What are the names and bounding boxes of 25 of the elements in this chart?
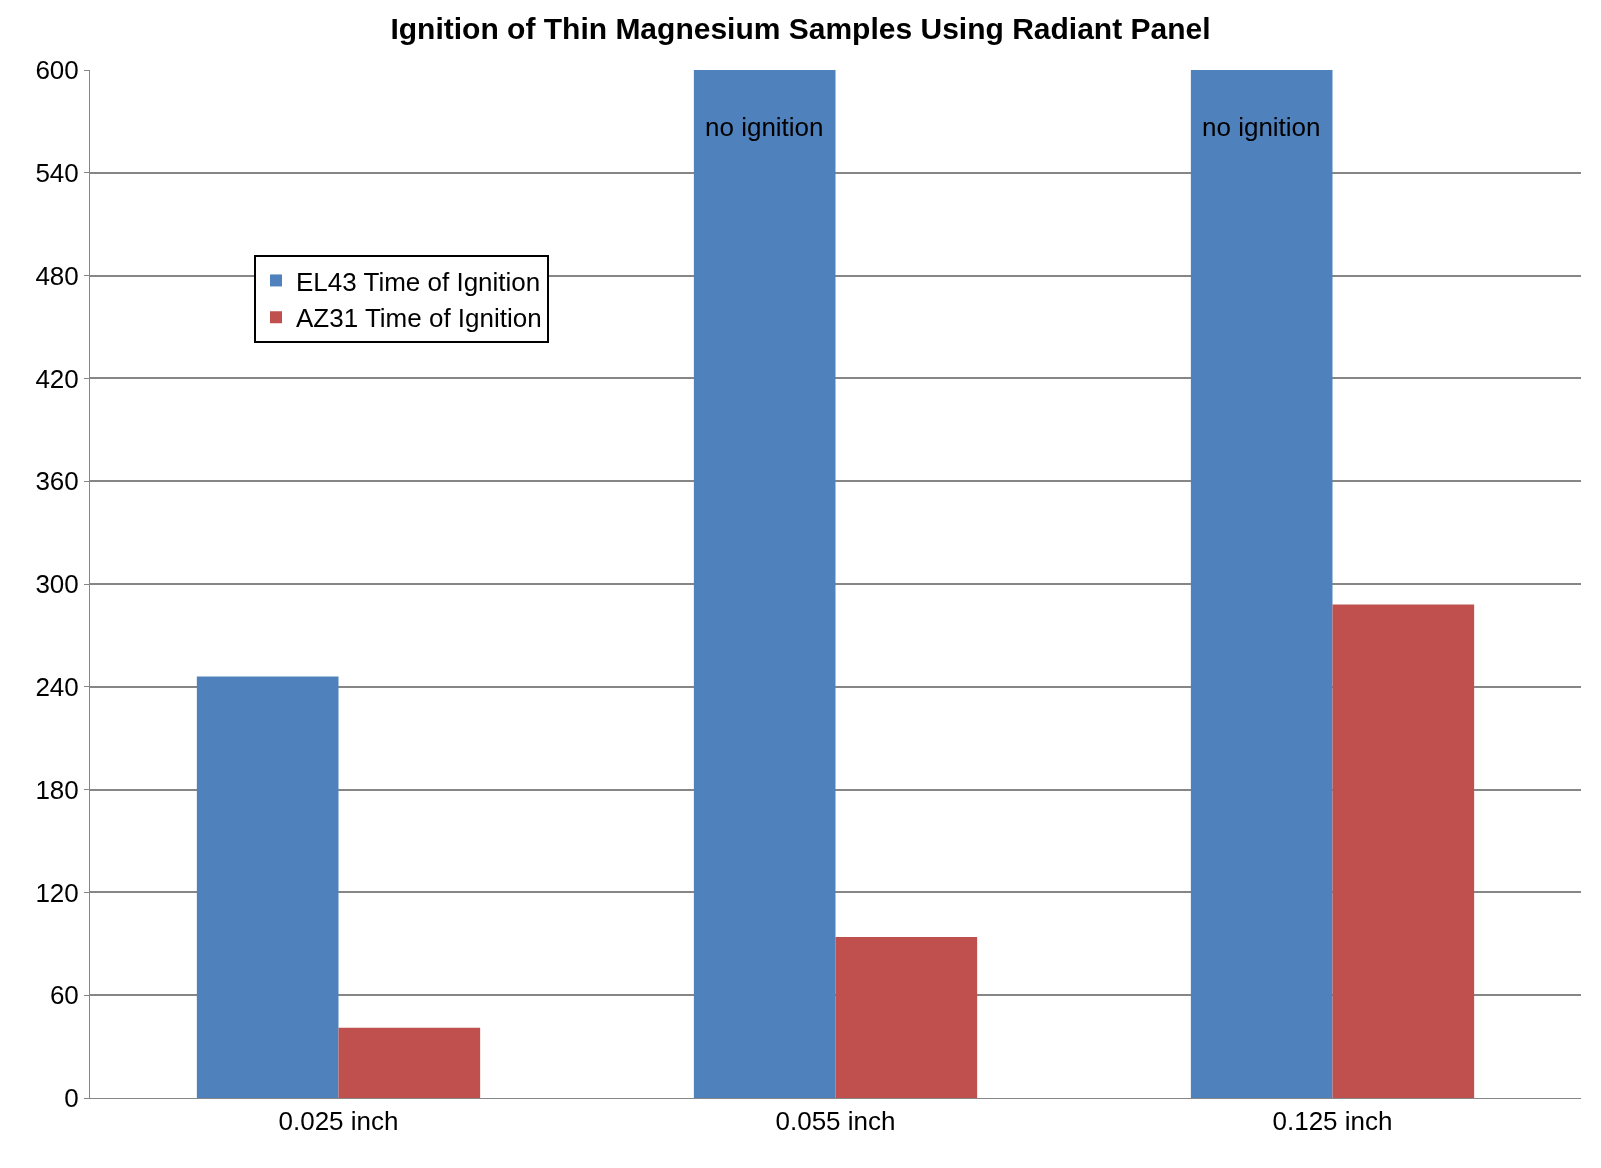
- y-tick-label: 480: [35, 260, 79, 291]
- bar: [835, 936, 978, 1098]
- annotation: no ignition: [1202, 112, 1321, 142]
- x-tick-label: 0.055 inch: [775, 1106, 896, 1137]
- y-tick-label: 0: [64, 1083, 79, 1114]
- bar: [693, 70, 836, 1098]
- y-tick-label: 540: [35, 157, 79, 188]
- bar: [338, 1027, 481, 1098]
- y-tick-label: 420: [35, 363, 79, 394]
- legend-label: EL43 Time of Ignition: [296, 266, 541, 297]
- y-tick-label: 600: [35, 55, 79, 86]
- bar: [196, 676, 339, 1098]
- y-tick-label: 360: [35, 466, 79, 497]
- x-tick-label: 0.125 inch: [1272, 1106, 1393, 1137]
- y-tick-label: 180: [35, 774, 79, 805]
- legend-label: AZ31 Time of Ignition: [296, 303, 542, 334]
- y-tick-label: 60: [49, 980, 79, 1011]
- y-tick-label: 300: [35, 569, 79, 600]
- y-tick-label: 120: [35, 877, 79, 908]
- annotation: no ignition: [705, 112, 824, 142]
- chart-title: Ignition of Thin Magnesium Samples Using Radiant Panel: [390, 11, 1211, 45]
- x-tick-label: 0.025 inch: [278, 1106, 399, 1137]
- bar: [1332, 604, 1475, 1098]
- bar: [1190, 70, 1333, 1098]
- y-tick-label: 240: [35, 671, 79, 702]
